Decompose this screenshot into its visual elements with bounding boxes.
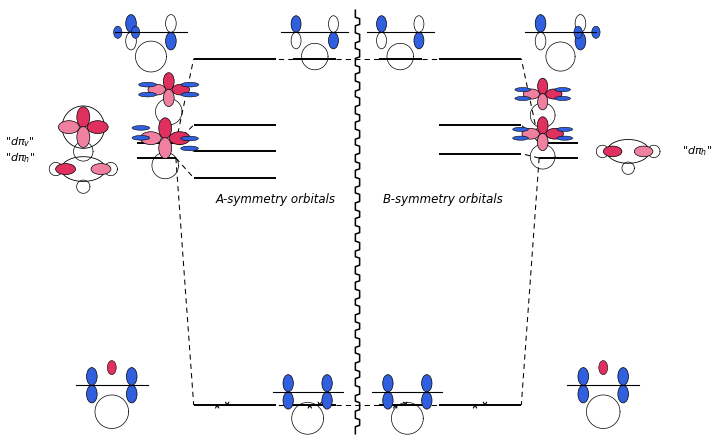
Ellipse shape [598, 361, 608, 375]
Ellipse shape [169, 132, 190, 145]
Ellipse shape [383, 375, 393, 392]
Ellipse shape [522, 128, 539, 139]
Ellipse shape [414, 16, 424, 32]
Ellipse shape [538, 78, 548, 95]
Ellipse shape [536, 32, 546, 50]
Ellipse shape [181, 92, 199, 97]
Ellipse shape [328, 32, 338, 49]
Ellipse shape [618, 368, 628, 385]
Ellipse shape [87, 368, 97, 385]
Ellipse shape [114, 26, 122, 38]
Ellipse shape [126, 32, 137, 50]
Ellipse shape [56, 163, 76, 174]
Ellipse shape [555, 96, 571, 100]
Ellipse shape [578, 385, 588, 403]
Ellipse shape [126, 15, 137, 32]
Ellipse shape [592, 26, 600, 38]
Ellipse shape [91, 163, 111, 174]
Ellipse shape [536, 15, 546, 32]
Ellipse shape [181, 146, 198, 151]
Ellipse shape [575, 15, 586, 32]
Ellipse shape [377, 32, 387, 49]
Ellipse shape [139, 92, 157, 97]
Ellipse shape [515, 87, 531, 92]
Ellipse shape [291, 16, 301, 32]
Ellipse shape [515, 96, 531, 100]
Ellipse shape [523, 89, 540, 99]
Ellipse shape [127, 368, 137, 385]
Ellipse shape [181, 82, 199, 87]
Text: A-symmetry orbitals: A-symmetry orbitals [216, 194, 335, 206]
Ellipse shape [557, 136, 573, 140]
Ellipse shape [163, 89, 174, 107]
Ellipse shape [159, 118, 172, 139]
Ellipse shape [537, 117, 548, 134]
Ellipse shape [578, 368, 588, 385]
Ellipse shape [422, 375, 432, 392]
Ellipse shape [513, 136, 528, 140]
Ellipse shape [132, 126, 149, 130]
Ellipse shape [166, 15, 176, 32]
Text: "$d\pi_h$": "$d\pi_h$" [682, 144, 712, 159]
Ellipse shape [148, 84, 165, 95]
Ellipse shape [59, 121, 79, 134]
Ellipse shape [546, 128, 563, 139]
Ellipse shape [422, 392, 432, 409]
Ellipse shape [283, 375, 293, 392]
Ellipse shape [414, 32, 424, 49]
Ellipse shape [618, 385, 628, 403]
Ellipse shape [132, 135, 149, 140]
Ellipse shape [377, 16, 387, 32]
Ellipse shape [159, 138, 172, 159]
Ellipse shape [575, 32, 586, 50]
Ellipse shape [537, 133, 548, 151]
Ellipse shape [603, 146, 622, 157]
Ellipse shape [140, 132, 161, 145]
Ellipse shape [132, 26, 139, 38]
Ellipse shape [87, 385, 97, 403]
Ellipse shape [513, 127, 528, 131]
Text: B-symmetry orbitals: B-symmetry orbitals [383, 194, 503, 206]
Ellipse shape [181, 136, 198, 141]
Ellipse shape [87, 121, 108, 134]
Ellipse shape [546, 89, 562, 99]
Ellipse shape [557, 127, 573, 131]
Ellipse shape [538, 94, 548, 110]
Ellipse shape [322, 392, 332, 409]
Ellipse shape [163, 73, 174, 90]
Ellipse shape [291, 32, 301, 49]
Ellipse shape [172, 84, 189, 95]
Text: "$d\pi_v$": "$d\pi_v$" [5, 136, 35, 150]
Ellipse shape [574, 26, 582, 38]
Ellipse shape [328, 16, 338, 32]
Ellipse shape [322, 375, 332, 392]
Ellipse shape [77, 107, 90, 127]
Ellipse shape [166, 32, 176, 50]
Ellipse shape [634, 146, 653, 157]
Ellipse shape [555, 87, 571, 92]
Ellipse shape [127, 385, 137, 403]
Text: "$d\pi_h$": "$d\pi_h$" [5, 151, 35, 165]
Ellipse shape [283, 392, 293, 409]
Ellipse shape [107, 361, 117, 375]
Ellipse shape [139, 82, 157, 87]
Ellipse shape [383, 392, 393, 409]
Ellipse shape [77, 127, 90, 147]
